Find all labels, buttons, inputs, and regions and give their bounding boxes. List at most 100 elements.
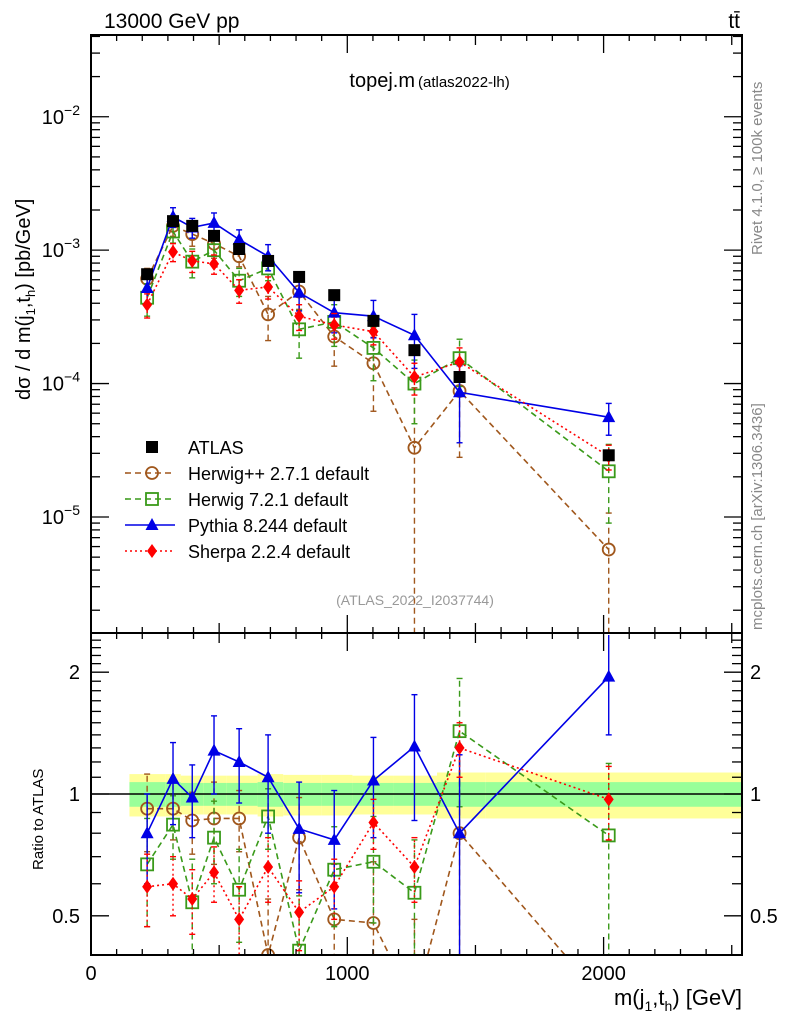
y-tick-label: 10−4 <box>42 369 80 396</box>
mcplots-label: mcplots.cern.ch [arXiv:1306.3436] <box>749 403 766 630</box>
data-point <box>368 815 379 830</box>
data-point <box>232 754 246 767</box>
x-tick-label: 2000 <box>581 963 626 985</box>
series-line <box>146 224 610 551</box>
data-point <box>601 542 616 557</box>
main-y-axis-label: dσ / d m(j1,th) [pb/GeV] <box>13 199 38 400</box>
data-point <box>603 792 614 807</box>
data-point <box>368 324 379 339</box>
ratio-plot-area <box>91 635 742 1012</box>
data-point <box>327 305 341 318</box>
y-tick-label-right: 2 <box>750 662 761 684</box>
x-axis-title: m(j1,th) [GeV] <box>614 985 742 1014</box>
legend-marker <box>145 466 159 480</box>
series-line <box>146 729 610 954</box>
data-point <box>292 285 306 298</box>
data-point <box>293 270 306 283</box>
data-point <box>232 882 247 897</box>
data-point <box>234 283 245 298</box>
data-point <box>233 243 246 256</box>
data-point <box>294 905 305 920</box>
data-point <box>294 309 305 324</box>
y-axis-title: dσ / d m(j1,th) [pb/GeV] <box>13 199 38 400</box>
plot-subtitle: (atlas2022-lh) <box>418 74 510 91</box>
data-point <box>602 669 616 682</box>
y-tick-label: 2 <box>69 662 80 684</box>
legend-marker <box>146 441 158 453</box>
data-point <box>207 215 221 228</box>
data-point <box>263 279 274 294</box>
y-tick-label-right: 0.5 <box>750 906 778 928</box>
y-tick-label: 10−3 <box>42 235 80 262</box>
data-point <box>453 826 467 839</box>
data-point <box>168 876 179 891</box>
y-tick-label: 0.5 <box>52 906 80 928</box>
data-point <box>207 830 221 845</box>
data-point <box>602 449 615 462</box>
data-point <box>602 410 616 423</box>
data-point <box>329 879 340 894</box>
data-point <box>185 790 199 803</box>
x-tick-label: 0 <box>85 963 96 985</box>
data-point <box>140 281 154 294</box>
x-axis-label: m(j1,th) [GeV] <box>614 985 742 1014</box>
series-sherpa-2-2-4-default <box>142 722 614 955</box>
data-point <box>142 297 153 312</box>
analysis-id: (ATLAS_2022_I2037744) <box>336 592 494 608</box>
data-point <box>328 289 341 302</box>
data-point <box>141 268 154 281</box>
data-point <box>409 860 420 875</box>
data-point <box>407 440 422 455</box>
data-point <box>140 826 154 839</box>
data-point <box>292 322 307 337</box>
data-point <box>263 860 274 875</box>
data-point <box>454 740 465 755</box>
plot-title: topej.m <box>349 70 415 92</box>
data-point <box>209 256 220 271</box>
legend-marker <box>145 518 159 530</box>
data-point <box>407 328 421 341</box>
main-axes: 10−5 10−4 10−3 10−2 <box>42 35 742 611</box>
data-point <box>292 821 306 834</box>
energy-label: 13000 GeV pp <box>104 10 239 33</box>
data-point <box>366 854 381 869</box>
process-label: tt̄ <box>728 10 740 33</box>
data-point <box>142 879 153 894</box>
legend-label: ATLAS <box>188 438 244 458</box>
data-point <box>167 215 180 228</box>
x-tick-label: 1000 <box>325 963 370 985</box>
series-herwig-7-2-1-default <box>140 677 616 955</box>
series-line <box>147 807 567 955</box>
data-point <box>261 770 275 783</box>
series-sherpa-2-2-4-default <box>142 242 614 471</box>
data-point <box>261 307 276 322</box>
legend-label: Herwig++ 2.7.1 default <box>188 464 369 484</box>
data-point <box>166 771 180 784</box>
data-point <box>168 244 179 259</box>
data-point <box>261 948 276 955</box>
data-point <box>603 1000 615 1012</box>
data-point <box>367 314 380 327</box>
y-tick-label: 10−2 <box>42 102 80 129</box>
main-plot-area <box>140 207 616 633</box>
data-point <box>366 773 380 786</box>
series-line <box>147 746 609 922</box>
legend-marker <box>145 492 159 506</box>
y-tick-label: 1 <box>69 784 80 806</box>
data-point <box>601 464 616 479</box>
data-point <box>262 254 275 267</box>
data-point <box>187 892 198 907</box>
legend: ATLAS Herwig++ 2.7.1 default Herwig 7.2.1 … <box>125 438 369 562</box>
data-point <box>209 865 220 880</box>
data-point <box>453 371 466 384</box>
data-point <box>329 317 340 332</box>
data-point <box>409 370 420 385</box>
data-point <box>234 912 245 927</box>
y-tick-label-right: 1 <box>750 784 761 806</box>
data-point <box>454 355 465 370</box>
legend-marker <box>147 544 157 558</box>
data-point <box>232 232 246 245</box>
ratio-axes: 0 1000 2000 0.5 0.5 1 1 2 2 <box>52 35 778 985</box>
legend-label: Herwig 7.2.1 default <box>188 490 348 510</box>
